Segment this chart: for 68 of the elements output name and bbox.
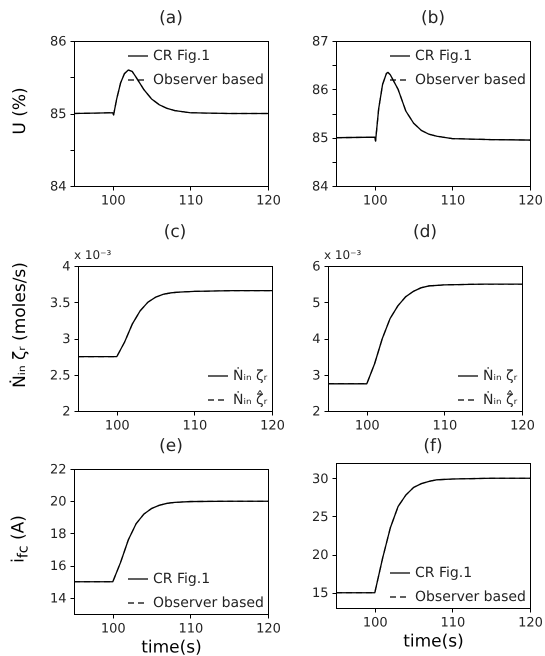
chart-title: (c) <box>164 222 186 242</box>
x-tick-label: 100 <box>100 622 126 636</box>
legend-label: CR Fig.1 <box>153 571 210 587</box>
legend-label: Observer based <box>153 72 264 88</box>
y-tick-label: 85 <box>50 107 66 122</box>
y-tick-label: 20 <box>312 548 328 564</box>
chart-title: (e) <box>159 436 183 456</box>
chart-title: (b) <box>420 8 446 28</box>
x-tick-label: 110 <box>182 418 208 434</box>
x-tick-label: 120 <box>510 418 535 434</box>
y-tick-label: 3.5 <box>50 296 70 311</box>
y-tick-label: 4 <box>312 332 320 347</box>
y-tick-label: 2 <box>62 404 70 420</box>
legend-label: CR Fig.1 <box>153 48 210 64</box>
y-tick-label: 6 <box>312 260 320 274</box>
legend-label: Observer based <box>415 589 526 605</box>
chart-title: (d) <box>412 222 438 242</box>
x-tick-label: 110 <box>432 418 458 434</box>
x-tick-label: 120 <box>518 616 543 630</box>
x-tick-label: 100 <box>104 418 130 434</box>
y-tick-label: 15 <box>312 586 328 602</box>
y-tick-label: 22 <box>50 462 66 478</box>
legend-label: Observer based <box>415 72 526 88</box>
y-tick-label: 14 <box>50 591 66 606</box>
y-axis-title: U (%) <box>10 87 30 135</box>
x-tick-label: 110 <box>440 616 466 630</box>
y-tick-label: 30 <box>312 472 328 487</box>
y-tick-label: 87 <box>312 34 328 50</box>
y-tick-label: 16 <box>50 559 66 574</box>
y-tick-label: 2.5 <box>50 368 70 384</box>
legend-label: Ṅᵢₙ ζᵣ <box>233 367 268 384</box>
x-tick-label: 120 <box>260 418 285 434</box>
legend-label: Ṅᵢₙ ζ̂ᵣ <box>233 389 268 408</box>
x-tick-label: 100 <box>100 194 126 208</box>
y-tick-label: 84 <box>50 180 66 194</box>
x-axis-title: time(s) <box>141 638 202 656</box>
x-tick-label: 100 <box>354 418 380 434</box>
legend-label: Ṅᵢₙ ζ̂ᵣ <box>483 389 518 408</box>
y-tick-label: 2 <box>312 404 320 420</box>
x-axis-title: time(s) <box>403 632 464 652</box>
x-tick-label: 110 <box>440 194 466 208</box>
chart-title: (f) <box>423 436 443 456</box>
y-tick-label: 86 <box>312 82 328 98</box>
legend-label: CR Fig.1 <box>415 48 472 64</box>
x-tick-label: 100 <box>362 194 388 208</box>
y-tick-label: 86 <box>50 34 66 50</box>
legend-label: Ṅᵢₙ ζᵣ <box>483 367 518 384</box>
x-tick-label: 120 <box>256 194 281 208</box>
x-tick-label: 120 <box>256 622 281 636</box>
y-tick-label: 84 <box>312 180 328 194</box>
legend-label: Observer based <box>153 595 264 611</box>
y-tick-label: 3 <box>312 368 320 384</box>
x-tick-label: 120 <box>518 194 543 208</box>
y-tick-label: 25 <box>312 510 328 525</box>
y-tick-label: 20 <box>50 494 66 510</box>
x-tick-label: 110 <box>178 622 204 636</box>
chart-title: (a) <box>159 8 183 28</box>
y-tick-label: 5 <box>312 296 320 311</box>
y-axis-title: Ṅᵢₙ ζᵣ (moles/s) <box>10 262 30 388</box>
y-tick-label: 85 <box>312 131 328 146</box>
y-tick-label: 18 <box>50 526 66 542</box>
x-tick-label: 100 <box>362 616 388 630</box>
y-tick-label: 3 <box>62 332 70 347</box>
text: x 10⁻³ <box>74 248 112 262</box>
legend-label: CR Fig.1 <box>415 565 472 581</box>
text: x 10⁻³ <box>324 248 362 262</box>
y-tick-label: 4 <box>62 260 70 274</box>
x-tick-label: 110 <box>178 194 204 208</box>
